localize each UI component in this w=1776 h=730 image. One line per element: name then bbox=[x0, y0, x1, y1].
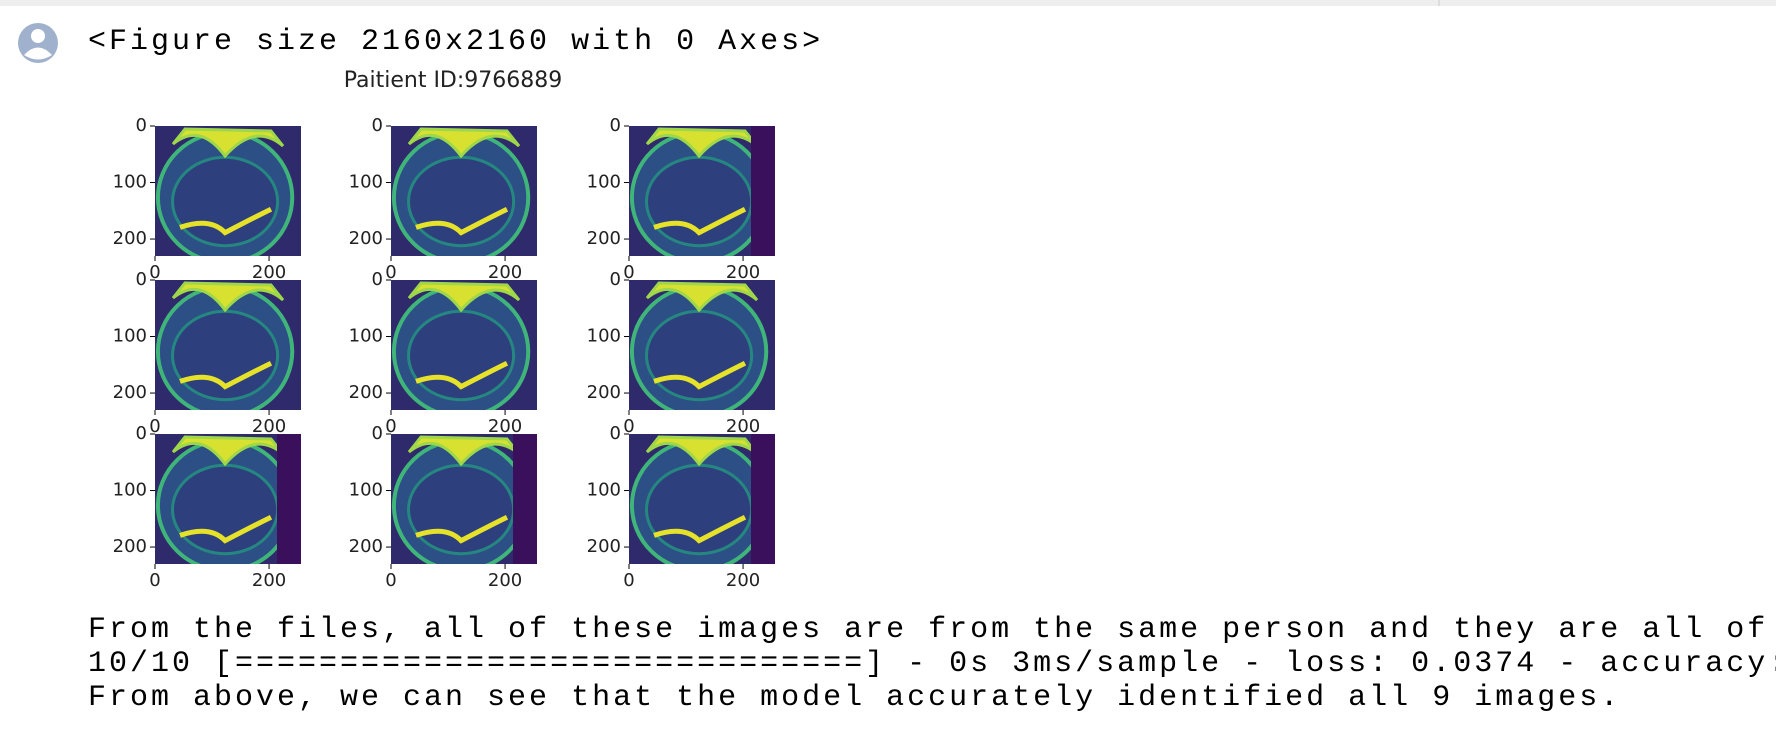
mri-image bbox=[391, 434, 537, 564]
y-tick-label: 0 bbox=[136, 269, 147, 290]
y-tick-label: 100 bbox=[587, 172, 621, 193]
y-tick-label: 0 bbox=[610, 269, 621, 290]
x-tick-label: 200 bbox=[726, 262, 760, 283]
y-tick-label: 200 bbox=[587, 536, 621, 557]
x-tick-label: 0 bbox=[385, 262, 396, 283]
mri-image bbox=[629, 434, 775, 564]
x-tick-label: 0 bbox=[149, 262, 160, 283]
mri-image bbox=[155, 126, 301, 256]
y-tick-label: 200 bbox=[349, 382, 383, 403]
x-tick-label: 200 bbox=[726, 570, 760, 591]
knee-bottom bbox=[179, 514, 273, 544]
knee-bottom bbox=[179, 360, 273, 390]
x-tick-label: 0 bbox=[385, 570, 396, 591]
y-tick-label: 100 bbox=[113, 480, 147, 501]
y-tick-label: 100 bbox=[113, 326, 147, 347]
image-strip bbox=[277, 434, 301, 564]
output-line: From the files, all of these images are … bbox=[88, 613, 1776, 647]
knee-top bbox=[171, 281, 285, 313]
knee-top bbox=[407, 127, 521, 159]
knee-bottom bbox=[179, 206, 273, 236]
x-tick-label: 200 bbox=[726, 416, 760, 437]
x-tick-label: 200 bbox=[488, 416, 522, 437]
knee-bottom bbox=[653, 360, 747, 390]
avatar bbox=[18, 23, 58, 63]
output-line: From above, we can see that the model ac… bbox=[88, 681, 1621, 715]
x-tick-label: 200 bbox=[488, 262, 522, 283]
y-tick-label: 0 bbox=[372, 423, 383, 444]
y-tick-label: 200 bbox=[587, 382, 621, 403]
y-tick-label: 0 bbox=[372, 115, 383, 136]
x-tick-label: 0 bbox=[623, 570, 634, 591]
x-tick-label: 200 bbox=[252, 570, 286, 591]
mri-image bbox=[391, 280, 537, 410]
y-tick-label: 200 bbox=[113, 228, 147, 249]
y-tick-label: 0 bbox=[372, 269, 383, 290]
top-bar bbox=[0, 0, 1776, 6]
x-tick-label: 0 bbox=[623, 262, 634, 283]
y-tick-label: 100 bbox=[349, 326, 383, 347]
knee-bottom bbox=[415, 360, 509, 390]
image-strip bbox=[751, 434, 775, 564]
y-tick-label: 100 bbox=[113, 172, 147, 193]
knee-bottom bbox=[415, 514, 509, 544]
mri-image bbox=[391, 126, 537, 256]
image-strip bbox=[751, 126, 775, 256]
knee-top bbox=[407, 281, 521, 313]
mri-image bbox=[155, 280, 301, 410]
y-tick-label: 200 bbox=[113, 382, 147, 403]
y-tick-label: 100 bbox=[349, 480, 383, 501]
mri-image bbox=[629, 126, 775, 256]
x-tick-label: 0 bbox=[149, 570, 160, 591]
y-tick-label: 0 bbox=[610, 115, 621, 136]
image-strip bbox=[513, 434, 537, 564]
y-tick-label: 100 bbox=[349, 172, 383, 193]
x-tick-label: 200 bbox=[252, 262, 286, 283]
x-tick-label: 0 bbox=[149, 416, 160, 437]
mri-image bbox=[629, 280, 775, 410]
y-tick-label: 0 bbox=[610, 423, 621, 444]
mri-image bbox=[155, 434, 301, 564]
output-line: 10/10 [==============================] -… bbox=[88, 647, 1776, 681]
knee-top bbox=[171, 127, 285, 159]
knee-bottom bbox=[653, 514, 747, 544]
x-tick-label: 0 bbox=[623, 416, 634, 437]
y-tick-label: 100 bbox=[587, 326, 621, 347]
x-tick-label: 200 bbox=[252, 416, 286, 437]
y-tick-label: 200 bbox=[349, 536, 383, 557]
knee-top bbox=[645, 281, 759, 313]
x-tick-label: 200 bbox=[488, 570, 522, 591]
x-tick-label: 0 bbox=[385, 416, 396, 437]
y-tick-label: 200 bbox=[587, 228, 621, 249]
figure-repr: <Figure size 2160x2160 with 0 Axes> bbox=[88, 25, 823, 59]
y-tick-label: 200 bbox=[113, 536, 147, 557]
y-tick-label: 0 bbox=[136, 115, 147, 136]
knee-bottom bbox=[415, 206, 509, 236]
y-tick-label: 200 bbox=[349, 228, 383, 249]
y-tick-label: 0 bbox=[136, 423, 147, 444]
figure-title: Paitient ID:9766889 bbox=[344, 68, 563, 93]
y-tick-label: 100 bbox=[587, 480, 621, 501]
knee-bottom bbox=[653, 206, 747, 236]
